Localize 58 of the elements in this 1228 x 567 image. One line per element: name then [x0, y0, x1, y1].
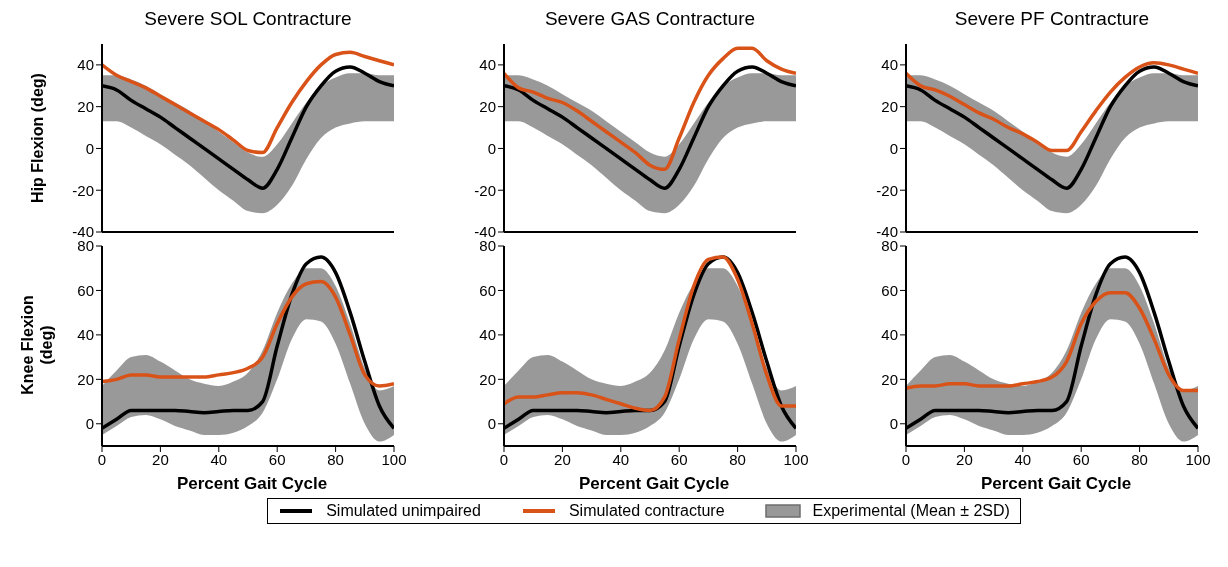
x-axis-title: Percent Gait Cycle: [175, 474, 329, 494]
x-tick-label: 20: [554, 450, 571, 468]
y-tick-label: 20: [881, 97, 898, 115]
x-axis-title: Percent Gait Cycle: [577, 474, 731, 494]
x-tick-label: 100: [783, 450, 809, 468]
line-series: [906, 290, 1198, 393]
y-tick-label: 60: [77, 281, 94, 299]
x-tick-label: 60: [1072, 450, 1090, 468]
chart-title: Severe GAS Contracture: [543, 8, 757, 31]
legend-label: Experimental (Mean ± 2SD): [812, 502, 1010, 520]
x-tick-label: 60: [268, 450, 286, 468]
legend-label: Simulated unimpaired: [326, 502, 481, 520]
x-tick-label: 80: [729, 450, 746, 468]
y-axis-title: Hip Flexion (deg): [27, 73, 47, 203]
chart-title: Severe SOL Contracture: [143, 8, 353, 31]
x-tick-label: 0: [901, 450, 911, 468]
y-tick-label: 20: [479, 97, 496, 115]
y-tick-label: 40: [479, 56, 496, 74]
chart-title: Severe PF Contracture: [953, 8, 1151, 31]
x-tick-label: 40: [612, 450, 630, 468]
y-tick-label: 0: [889, 139, 898, 157]
y-tick-label: -20: [876, 181, 898, 199]
x-tick-label: 0: [97, 450, 107, 468]
y-tick-label: 0: [85, 415, 94, 433]
y-tick-label: 20: [77, 370, 94, 388]
legend-label: Simulated contracture: [568, 502, 725, 520]
y-tick-label: 0: [85, 139, 94, 157]
x-tick-label: 60: [670, 450, 688, 468]
x-tick-label: 40: [1014, 450, 1032, 468]
x-tick-label: 100: [381, 450, 407, 468]
line-series: [102, 50, 394, 155]
line-series: [504, 46, 796, 172]
y-tick-label: -20: [72, 181, 94, 199]
y-tick-label: 60: [881, 281, 898, 299]
x-tick-label: 0: [499, 450, 509, 468]
y-tick-label: 0: [487, 139, 496, 157]
x-tick-label: 100: [1185, 450, 1211, 468]
y-tick-label: 0: [889, 415, 898, 433]
y-tick-label: 0: [487, 415, 496, 433]
y-tick-label: 20: [479, 370, 496, 388]
y-tick-label: 60: [479, 281, 496, 299]
x-tick-label: 80: [327, 450, 344, 468]
y-tick-label: 20: [881, 370, 898, 388]
y-tick-label: 40: [479, 326, 496, 344]
y-tick-label: 40: [77, 326, 94, 344]
y-tick-label: 40: [881, 56, 898, 74]
y-axis-title: Knee Flexion (deg): [18, 294, 56, 397]
x-tick-label: 40: [210, 450, 228, 468]
x-tick-label: 20: [152, 450, 169, 468]
line-series: [906, 61, 1198, 153]
line-series: [102, 279, 394, 388]
x-tick-label: 80: [1131, 450, 1148, 468]
y-tick-label: -20: [474, 181, 496, 199]
x-tick-label: 20: [956, 450, 973, 468]
y-tick-label: 40: [881, 326, 898, 344]
y-tick-label: 40: [77, 56, 94, 74]
x-axis-title: Percent Gait Cycle: [979, 474, 1133, 494]
y-tick-label: 20: [77, 97, 94, 115]
